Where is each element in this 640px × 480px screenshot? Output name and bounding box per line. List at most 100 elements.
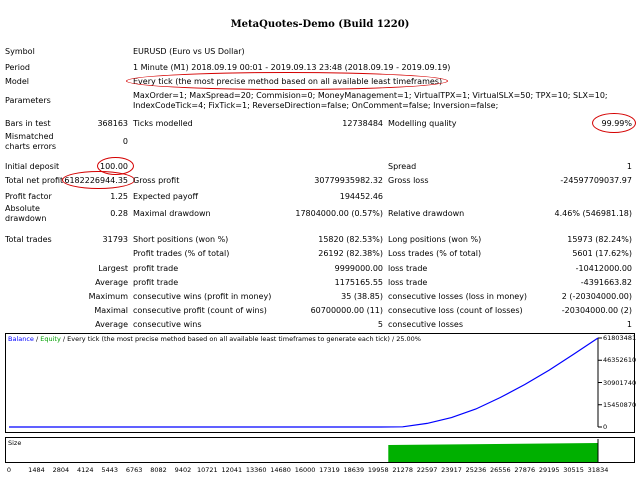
- profittrades-value: 26192 (82.38%): [318, 249, 383, 258]
- bars-value: 368163: [97, 119, 128, 128]
- symbol-label: Symbol: [5, 47, 35, 56]
- maxloss-label: consecutive loss (count of losses): [388, 306, 523, 315]
- x-tick-label: 25236: [465, 466, 487, 474]
- payoff-value: 194452.46: [339, 192, 383, 201]
- caption-equity: Equity: [40, 335, 61, 343]
- report-title: MetaQuotes-Demo (Build 1220): [230, 19, 410, 30]
- spread-value: 1: [626, 162, 632, 171]
- model-label: Model: [5, 77, 30, 86]
- x-tick-label: 26556: [490, 466, 511, 474]
- x-tick-label: 17319: [319, 466, 340, 474]
- quality-highlight: [592, 113, 636, 133]
- maxlosses-value: 2 (-20304000.00): [561, 292, 632, 301]
- ticks-value: 12738484: [342, 119, 383, 128]
- largest-profit-value: 9999000.00: [334, 264, 383, 273]
- netprofit-highlight: [62, 171, 135, 189]
- trades-value: 31793: [102, 235, 128, 244]
- payoff-label: Expected payoff: [133, 192, 198, 201]
- x-tick-label: 6763: [125, 466, 143, 474]
- parameters-line1: MaxOrder=1; MaxSpread=20; Commision=0; M…: [133, 91, 608, 100]
- maxdd-label: Maximal drawdown: [133, 209, 211, 218]
- x-tick-label: 18639: [343, 466, 365, 474]
- x-tick-label: 31834: [587, 466, 609, 474]
- average2-label: Average: [95, 320, 128, 329]
- y-tick-label: 61803481: [603, 334, 637, 342]
- short-value: 15820 (82.53%): [318, 235, 383, 244]
- grossprofit-label: Gross profit: [133, 176, 180, 185]
- x-tick-label: 27876: [514, 466, 536, 474]
- caption-sep: /: [33, 335, 41, 343]
- x-tick-label: 10721: [197, 466, 218, 474]
- spread-label: Spread: [388, 162, 417, 171]
- balance-line: [9, 337, 599, 428]
- losstrades-value: 5601 (17.62%): [572, 249, 632, 258]
- largest-loss-value: -10412000.00: [575, 264, 632, 273]
- profitfactor-label: Profit factor: [5, 192, 52, 201]
- maxlosses-label: consecutive losses (loss in money): [388, 292, 528, 301]
- x-tick-label: 22597: [416, 466, 438, 474]
- balance-chart-svg: [5, 333, 635, 433]
- mismatched-value: 0: [122, 137, 128, 146]
- avglosses-value: 1: [626, 320, 632, 329]
- chart-caption: Balance / Equity / Every tick (the most …: [8, 335, 421, 343]
- mismatched-label-2: charts errors: [5, 142, 57, 151]
- maximal-label: Maximal: [94, 306, 128, 315]
- avgwins-label: consecutive wins: [133, 320, 202, 329]
- x-tick-label: 14680: [270, 466, 291, 474]
- x-tick-label: 0: [6, 466, 12, 474]
- caption-rest: / Every tick (the most precise method ba…: [60, 335, 421, 343]
- parameters-line2: IndexCodeTick=4; FixTick=1; ReverseDirec…: [133, 101, 499, 110]
- maxwins-label: consecutive wins (profit in money): [133, 292, 272, 301]
- x-tick-label: 2804: [52, 466, 70, 474]
- y-tick-label: 15450870: [603, 400, 637, 409]
- x-tick-label: 16000: [294, 466, 316, 474]
- maxprofit-label: consecutive profit (count of wins): [133, 306, 267, 315]
- largest-profit-label: profit trade: [133, 264, 179, 273]
- average-loss-value: -4391663.82: [580, 278, 632, 287]
- balance-chart: Balance / Equity / Every tick (the most …: [5, 333, 635, 433]
- reldd-value: 4.46% (546981.18): [554, 209, 632, 218]
- x-tick-label: 19958: [367, 466, 389, 474]
- ticks-label: Ticks modelled: [133, 119, 193, 128]
- y-tick-label: 0: [603, 423, 608, 431]
- long-value: 15973 (82.24%): [567, 235, 632, 244]
- x-tick-label: 29195: [538, 466, 560, 474]
- grossprofit-value: 30779935982.32: [314, 176, 383, 185]
- x-tick-label: 12041: [221, 466, 243, 474]
- quality-label: Modelling quality: [388, 119, 457, 128]
- maxloss-value: -20304000.00 (2): [561, 306, 632, 315]
- avglosses-label: consecutive losses: [388, 320, 464, 329]
- y-tick-label: 46352610: [603, 356, 637, 365]
- size-label: Size: [8, 439, 22, 447]
- x-tick-label: 21278: [392, 466, 414, 474]
- grossloss-value: -24597709037.97: [560, 176, 632, 185]
- size-area: [388, 443, 598, 462]
- largest-loss-label: loss trade: [388, 264, 428, 273]
- average-profit-value: 1175165.55: [334, 278, 383, 287]
- average-label: Average: [95, 278, 128, 287]
- trades-label: Total trades: [5, 235, 52, 244]
- x-tick-label: 5443: [101, 466, 118, 474]
- deposit-label: Initial deposit: [5, 162, 60, 171]
- parameters-label: Parameters: [5, 96, 51, 105]
- long-label: Long positions (won %): [388, 235, 482, 244]
- mismatched-label-1: Mismatched: [5, 132, 54, 141]
- bars-label: Bars in test: [5, 119, 51, 128]
- reldd-label: Relative drawdown: [388, 209, 465, 218]
- average-profit-label: profit trade: [133, 278, 179, 287]
- absdd-value: 0.28: [110, 209, 128, 218]
- x-tick-label: 8082: [150, 466, 167, 474]
- symbol-value: EURUSD (Euro vs US Dollar): [133, 47, 245, 56]
- y-tick-label: 30901740: [603, 378, 637, 387]
- x-tick-label: 9402: [174, 466, 192, 474]
- largest-label: Largest: [98, 264, 128, 273]
- x-tick-label: 23917: [441, 466, 462, 474]
- netprofit-label: Total net profit: [5, 176, 64, 185]
- x-tick-label: 13360: [245, 466, 267, 474]
- maxdd-value: 17804000.00 (0.57%): [295, 209, 383, 218]
- caption-balance: Balance: [8, 335, 34, 343]
- x-tick-label: 4124: [77, 466, 94, 474]
- maxwins-value: 35 (38.85): [341, 292, 383, 301]
- average-loss-label: loss trade: [388, 278, 428, 287]
- avgwins-value: 5: [377, 320, 383, 329]
